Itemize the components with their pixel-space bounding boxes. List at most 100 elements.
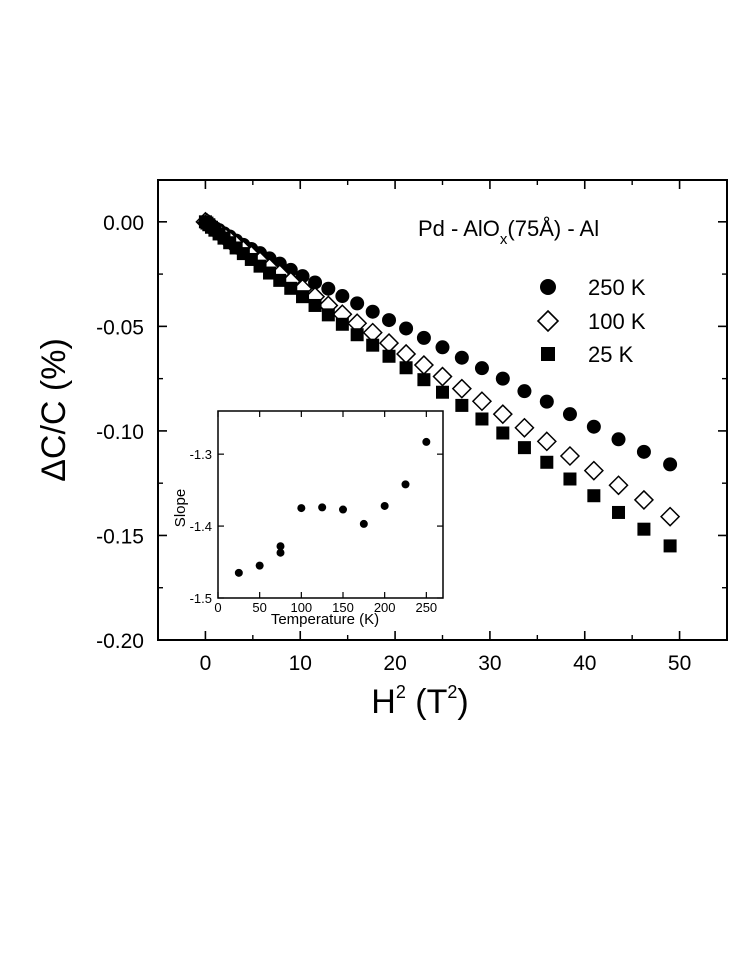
annotation-before: Pd - AlO	[418, 216, 500, 241]
inset-data-point	[297, 504, 306, 513]
main-ticks: 0 10 20 30 40 50 0.00 -0.05 -0.10 -0.15 -0.20	[96, 180, 728, 675]
legend-marker-25k	[541, 347, 555, 361]
inset-x-tick-label: 250	[415, 600, 437, 615]
data-point-25k	[475, 412, 489, 426]
data-point-250k	[416, 330, 431, 345]
data-point-25k	[637, 522, 651, 536]
data-point-250k	[321, 281, 336, 296]
data-point-250k	[474, 361, 489, 376]
xlabel-end: )	[457, 683, 468, 721]
data-point-25k	[563, 472, 577, 486]
data-point-250k	[335, 289, 350, 304]
data-point-25k	[587, 489, 601, 503]
data-point-250k	[539, 394, 554, 409]
legend-marker-250k	[540, 279, 556, 295]
annotation-subscript: x	[500, 231, 508, 248]
inset-data-point	[318, 503, 327, 512]
inset-data-point	[422, 437, 431, 446]
inset-x-tick-label: 0	[214, 600, 221, 615]
data-point-100k	[378, 333, 400, 354]
inset-data-point	[276, 542, 285, 551]
inset-x-tick-label: 100	[290, 600, 312, 615]
data-point-25k	[540, 455, 554, 469]
main-x-tick-label: 30	[478, 652, 501, 675]
main-x-tick-label: 40	[573, 652, 596, 675]
data-point-250k	[399, 321, 414, 336]
inset-y-tick-label: -1.4	[190, 519, 212, 534]
inset-data-point	[276, 548, 285, 557]
data-point-25k	[366, 338, 380, 352]
data-point-100k	[660, 506, 681, 527]
inset-data-point	[359, 519, 368, 528]
legend-marker-100k	[536, 309, 560, 333]
legend-label-100k: 100 K	[588, 309, 646, 334]
inset-data-point	[234, 568, 243, 577]
legend: 250 K 100 K 25 K	[536, 275, 646, 367]
data-point-25k	[663, 539, 677, 553]
main-y-tick-label: 0.00	[103, 212, 144, 235]
data-point-100k	[559, 445, 581, 467]
xlabel-sup1: 2	[396, 682, 406, 702]
data-point-100k	[451, 378, 472, 399]
data-point-25k	[455, 398, 469, 412]
data-point-250k	[586, 419, 601, 434]
data-point-25k	[350, 328, 364, 342]
main-y-tick-label: -0.10	[96, 421, 144, 444]
inset-x-tick-label: 150	[332, 600, 354, 615]
inset-x-tick-label: 50	[252, 600, 266, 615]
main-x-axis-title: H2 (T2)	[371, 682, 468, 721]
data-point-250k	[308, 275, 323, 290]
main-y-axis-title: ΔC/C (%)	[35, 338, 73, 482]
inset-y-axis-title: Slope	[172, 489, 189, 527]
data-point-25k	[517, 441, 531, 455]
data-point-100k	[536, 431, 557, 452]
data-point-25k	[436, 385, 449, 399]
data-point-100k	[514, 417, 535, 438]
data-point-250k	[495, 371, 510, 386]
main-y-tick-label: -0.05	[96, 316, 144, 339]
data-point-25k	[496, 426, 510, 440]
data-point-250k	[382, 313, 397, 328]
inset-data-point	[380, 501, 389, 510]
main-x-tick-label: 50	[668, 652, 691, 675]
data-point-25k	[382, 349, 396, 363]
inset-data-point	[339, 505, 347, 514]
data-point-25k	[296, 290, 310, 304]
main-x-tick-label: 10	[289, 652, 312, 675]
data-point-250k	[435, 340, 450, 355]
data-point-25k	[321, 308, 335, 322]
data-point-250k	[611, 432, 626, 447]
main-x-tick-label: 0	[200, 652, 212, 675]
sample-annotation: Pd - AlOx(75Å) - Al	[418, 216, 599, 248]
data-point-25k	[263, 266, 277, 280]
data-point-25k	[417, 373, 431, 387]
data-point-250k	[663, 457, 678, 472]
data-point-100k	[608, 475, 629, 496]
data-point-100k	[396, 343, 417, 365]
data-point-100k	[583, 460, 604, 481]
xlabel-sup2: 2	[447, 682, 457, 702]
data-point-25k	[273, 273, 287, 287]
data-point-250k	[562, 407, 577, 422]
xlabel-mid: (T	[406, 683, 448, 721]
data-point-250k	[365, 304, 380, 319]
inset-chart: 0 50 100 150 200 250 -1.3 -1.4 -1.5 Slope Temper…	[172, 410, 444, 628]
data-point-25k	[335, 317, 349, 331]
xlabel-base: H	[371, 683, 396, 721]
inset-x-tick-label: 200	[374, 600, 396, 615]
data-point-250k	[636, 444, 651, 459]
main-series	[195, 211, 681, 553]
data-point-250k	[350, 296, 365, 311]
inset-background	[218, 411, 443, 598]
data-point-25k	[308, 298, 322, 312]
data-point-250k	[454, 350, 469, 365]
inset-data-point	[255, 561, 264, 570]
main-y-tick-label: -0.20	[96, 630, 144, 653]
data-point-100k	[471, 391, 493, 412]
inset-series	[234, 437, 431, 577]
inset-plot-frame	[217, 410, 444, 599]
inset-ticks: 0 50 100 150 200 250 -1.3 -1.4 -1.5	[190, 411, 443, 615]
main-x-tick-label: 20	[383, 652, 406, 675]
data-point-25k	[612, 505, 626, 519]
